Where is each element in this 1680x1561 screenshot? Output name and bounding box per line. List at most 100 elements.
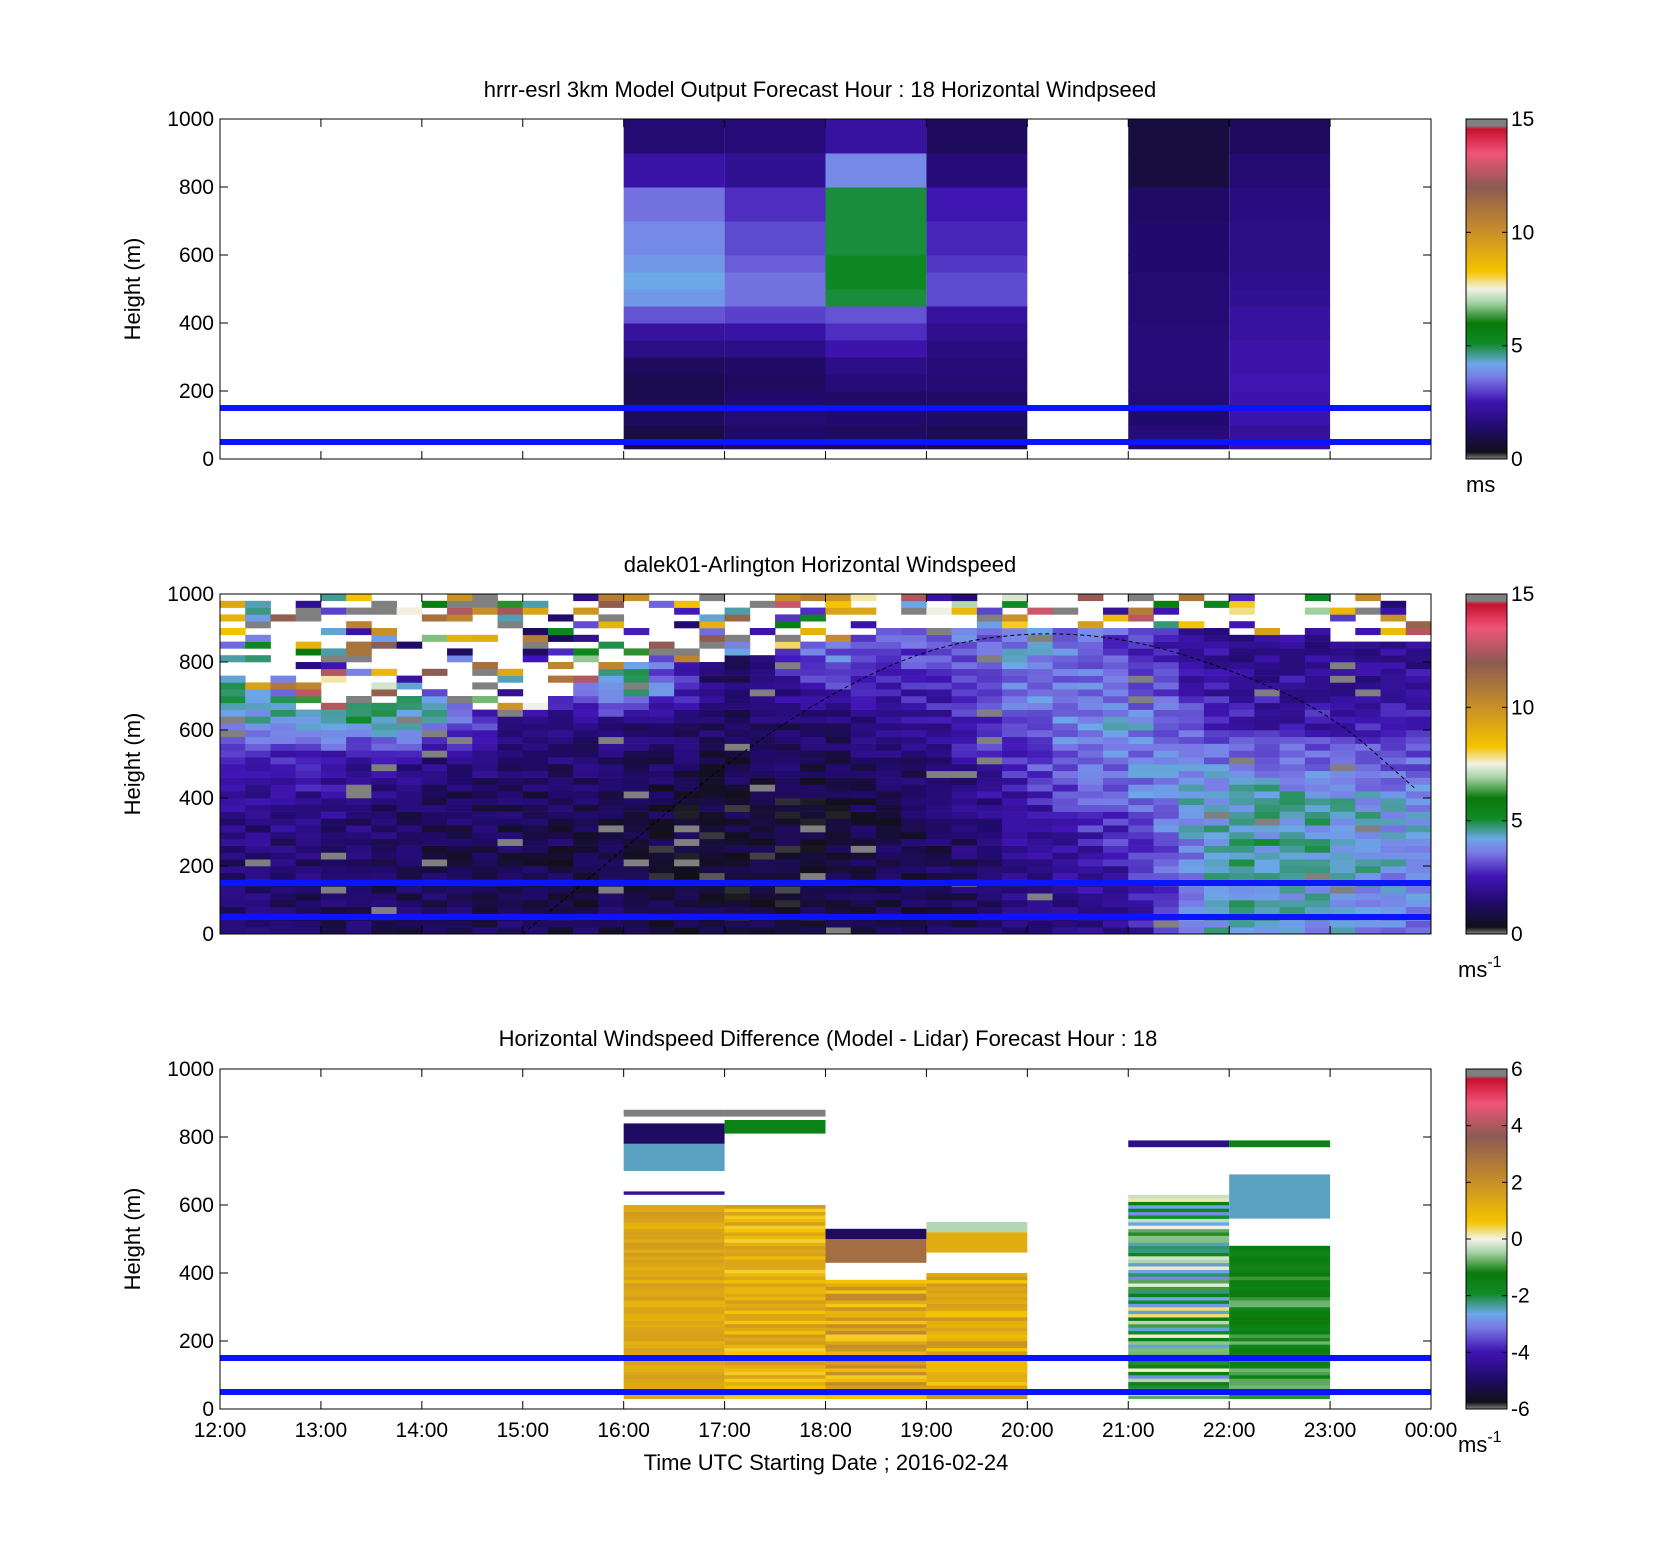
heatmap-cell xyxy=(1027,641,1053,649)
heatmap-cell xyxy=(320,675,347,683)
heatmap-cell xyxy=(926,832,953,840)
heatmap-cell xyxy=(573,811,599,819)
heatmap-cell xyxy=(1103,662,1129,670)
heatmap-cell xyxy=(1229,634,1255,642)
x-tick-label: 17:00 xyxy=(698,1419,751,1442)
heatmap-cell xyxy=(724,1327,826,1332)
heatmap-cell xyxy=(522,648,549,656)
heatmap-cell xyxy=(699,818,725,826)
heatmap-cell xyxy=(1330,893,1356,901)
heatmap-cell xyxy=(825,648,852,656)
heatmap-cell xyxy=(875,634,902,642)
heatmap-cell xyxy=(724,1371,826,1376)
heatmap-cell xyxy=(1128,675,1154,683)
heatmap-cell xyxy=(547,866,574,874)
heatmap-cell xyxy=(295,696,322,704)
heatmap-cell xyxy=(547,804,574,812)
heatmap-cell xyxy=(674,784,700,792)
heatmap-cell xyxy=(320,607,347,615)
heatmap-cell xyxy=(875,798,902,806)
heatmap-cell xyxy=(699,668,725,676)
y-tick-label: 200 xyxy=(179,380,214,403)
heatmap-cell xyxy=(623,323,725,341)
heatmap-cell xyxy=(1254,804,1281,812)
heatmap-cell xyxy=(623,804,650,812)
heatmap-cell xyxy=(1405,641,1432,649)
heatmap-cell xyxy=(926,1317,1028,1321)
heatmap-cell xyxy=(497,614,524,622)
heatmap-cell xyxy=(1229,1361,1331,1366)
heatmap-cell xyxy=(295,927,322,935)
heatmap-cell xyxy=(775,723,801,731)
heatmap-cell xyxy=(724,1347,826,1352)
heatmap-cell xyxy=(1002,668,1028,676)
heatmap-cell xyxy=(447,852,473,860)
heatmap-cell xyxy=(598,736,625,744)
heatmap-cell xyxy=(951,648,978,656)
heatmap-cell xyxy=(1002,621,1028,629)
heatmap-cell xyxy=(623,1218,725,1223)
heatmap-cell xyxy=(573,594,599,602)
heatmap-cell xyxy=(825,1347,927,1352)
heatmap-cell xyxy=(901,770,927,778)
heatmap-cell xyxy=(1103,784,1129,792)
heatmap-cell xyxy=(875,804,902,812)
heatmap-cell xyxy=(648,845,675,853)
heatmap-cell xyxy=(245,791,271,799)
heatmap-cell xyxy=(875,716,902,724)
heatmap-cell xyxy=(396,682,423,690)
heatmap-cell xyxy=(1279,893,1306,901)
heatmap-cell xyxy=(573,838,599,846)
heatmap-cell xyxy=(1279,804,1306,812)
heatmap-cell xyxy=(1380,668,1407,676)
heatmap-cell xyxy=(976,736,1003,744)
heatmap-cell xyxy=(1405,886,1432,894)
heatmap-cell xyxy=(951,791,978,799)
heatmap-cell xyxy=(951,702,978,710)
heatmap-cell xyxy=(1229,1262,1331,1267)
heatmap-cell xyxy=(623,1293,725,1298)
heatmap-cell xyxy=(1380,906,1407,914)
heatmap-cell xyxy=(1027,859,1053,867)
heatmap-cell xyxy=(648,906,675,914)
heatmap-cell xyxy=(951,784,978,792)
heatmap-cell xyxy=(421,777,448,785)
heatmap-cell xyxy=(598,600,625,608)
heatmap-cell xyxy=(901,750,927,758)
heatmap-cell xyxy=(371,872,398,880)
heatmap-cell xyxy=(1128,743,1154,751)
heatmap-cell xyxy=(926,289,1028,307)
heatmap-cell xyxy=(245,621,271,629)
heatmap-cell xyxy=(598,696,625,704)
heatmap-cell xyxy=(1077,852,1104,860)
heatmap-cell xyxy=(598,641,625,649)
heatmap-cell xyxy=(1128,811,1154,819)
heatmap-cell xyxy=(825,1341,927,1345)
heatmap-cell xyxy=(825,1337,927,1342)
heatmap-cell xyxy=(1178,634,1205,642)
heatmap-cell xyxy=(1355,723,1381,731)
heatmap-cell xyxy=(1380,818,1407,826)
heatmap-cell xyxy=(295,716,322,724)
heatmap-cell xyxy=(1103,655,1129,663)
heatmap-cell xyxy=(1330,811,1356,819)
heatmap-cell xyxy=(396,743,423,751)
heatmap-cell xyxy=(220,628,246,636)
heatmap-cell xyxy=(1229,1300,1331,1304)
heatmap-cell xyxy=(1330,872,1356,880)
heatmap-cell xyxy=(1002,866,1028,874)
heatmap-cell xyxy=(1330,784,1356,792)
heatmap-cell xyxy=(926,119,1028,154)
heatmap-cell xyxy=(724,1317,826,1321)
heatmap-cell xyxy=(472,764,498,772)
heatmap-cell xyxy=(547,634,574,642)
heatmap-cell xyxy=(926,1395,1028,1400)
heatmap-cell xyxy=(648,872,675,880)
heatmap-cell xyxy=(245,750,271,758)
heatmap-cell xyxy=(926,750,953,758)
heatmap-cell xyxy=(421,770,448,778)
heatmap-cell xyxy=(623,1283,725,1287)
heatmap-cell xyxy=(724,425,826,440)
heatmap-cell xyxy=(1002,743,1028,751)
heatmap-cell xyxy=(699,872,725,880)
